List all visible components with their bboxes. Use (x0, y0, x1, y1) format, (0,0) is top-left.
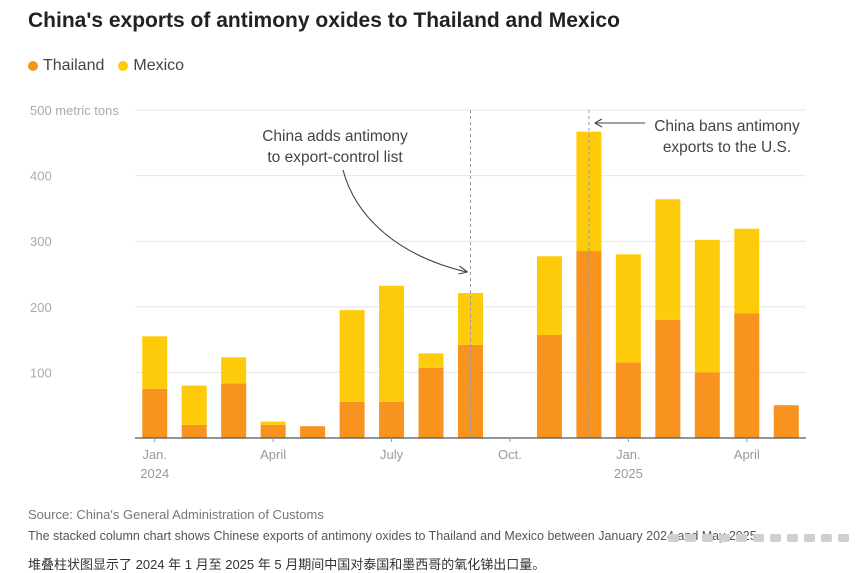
bar-mexico (142, 336, 168, 389)
x-tick-sublabel: 2025 (614, 466, 643, 481)
y-tick-label: 300 (30, 234, 52, 249)
bar-thailand (142, 388, 168, 438)
chart-title: China's exports of antimony oxides to Th… (28, 9, 620, 32)
bar-mexico (536, 256, 562, 336)
bar-thailand (615, 362, 641, 438)
bar-mexico (260, 421, 286, 425)
x-tick-label: April (734, 447, 760, 462)
stacked-bar-chart: 100 200 300 400 500 metric tons Jan. 2024 April… (30, 103, 806, 481)
y-tick-label: 500 metric tons (30, 103, 119, 118)
bar-thailand (181, 424, 207, 438)
bar-thailand (221, 383, 247, 438)
bar-mexico (615, 254, 641, 363)
bar-mexico (339, 310, 365, 402)
y-tick-label: 200 (30, 300, 52, 315)
bar-thailand (694, 372, 720, 438)
annotation-text: to export-control list (267, 149, 403, 166)
chart-description: The stacked column chart shows Chinese e… (28, 529, 757, 543)
x-tick-label: Jan. (142, 447, 167, 462)
chinese-caption: 堆叠柱状图显示了 2024 年 1 月至 2025 年 5 月期间中国对泰国和墨… (28, 557, 546, 572)
x-tick-sublabel: 2024 (140, 466, 169, 481)
bar-mexico (418, 353, 444, 368)
x-tick-label: Jan. (616, 447, 641, 462)
annotation-arrow (342, 169, 467, 273)
x-tick-label: July (380, 447, 404, 462)
bar-thailand (260, 424, 286, 438)
bar-mexico (221, 357, 247, 384)
bar-thailand (300, 426, 326, 438)
y-tick-label: 400 (30, 169, 52, 184)
annotation-text: China adds antimony (262, 128, 408, 145)
annotation-text: exports to the U.S. (663, 139, 791, 156)
watermark-logo (668, 534, 849, 542)
y-tick-label: 100 (30, 365, 52, 380)
bar-mexico (655, 199, 681, 320)
bar-mexico (379, 285, 405, 402)
bar-thailand (418, 367, 444, 438)
bar-mexico (734, 228, 760, 314)
bar-thailand (734, 313, 760, 438)
bar-thailand (655, 319, 681, 438)
legend-swatch-thailand (28, 61, 38, 71)
annotation-text: China bans antimony (654, 118, 800, 135)
legend: Thailand Mexico (28, 57, 184, 75)
legend-label-thailand: Thailand (43, 57, 105, 74)
x-tick-label: April (260, 447, 286, 462)
bar-thailand (379, 401, 405, 438)
annotation-arrowhead (458, 265, 468, 275)
bar-thailand (536, 335, 562, 438)
legend-item-mexico: Mexico (118, 57, 184, 75)
bar-mexico (694, 239, 720, 373)
source-note: Source: China's General Administration o… (28, 507, 324, 522)
bar-mexico (458, 293, 483, 345)
legend-swatch-mexico (118, 61, 129, 71)
bar-mexico (181, 385, 207, 425)
bar-thailand (773, 405, 799, 438)
legend-label-mexico: Mexico (133, 57, 185, 74)
bar-mexico (576, 131, 602, 252)
legend-item-thailand: Thailand (28, 57, 104, 75)
annotation-arrowhead (594, 118, 603, 128)
bar-thailand (339, 401, 365, 438)
x-tick-label: Oct. (498, 447, 522, 462)
